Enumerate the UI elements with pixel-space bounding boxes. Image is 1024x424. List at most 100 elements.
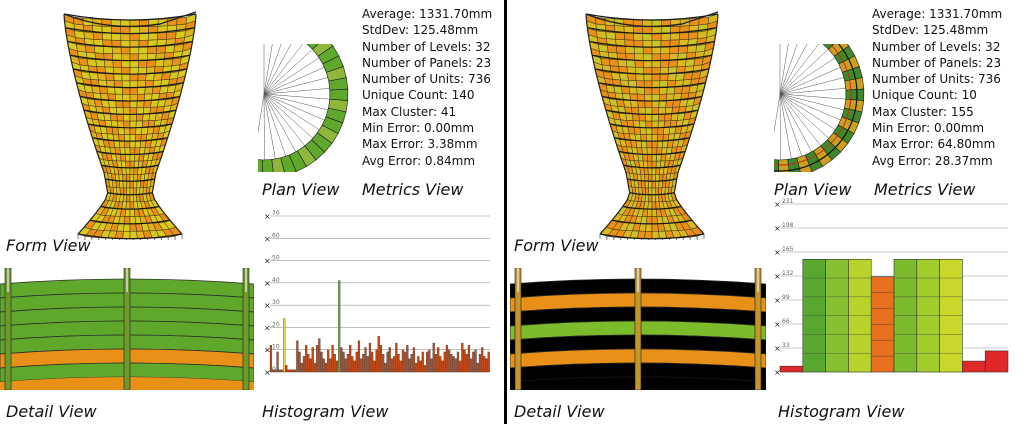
plan-view-label: Plan View bbox=[774, 180, 852, 199]
svg-text:0: 0 bbox=[272, 366, 276, 373]
metric-max-error: Max Error: 3.38mm bbox=[362, 137, 478, 152]
histogram-bar bbox=[274, 369, 277, 373]
tick-marker: × bbox=[774, 320, 781, 329]
histogram-bar bbox=[353, 360, 356, 373]
histogram-bar bbox=[463, 349, 466, 373]
histogram-chart: 70×60×50×40×30×20×10×0× bbox=[264, 210, 490, 377]
histogram-bar bbox=[404, 351, 407, 373]
metric-max-error: Max Error: 64.80mm bbox=[872, 137, 996, 152]
form-view-label: Form View bbox=[6, 236, 91, 255]
histogram-bar bbox=[962, 360, 986, 373]
histogram-bar bbox=[386, 351, 389, 373]
histogram-bar bbox=[430, 358, 433, 373]
histogram-bar bbox=[269, 345, 273, 373]
metric-average: Average: 1331.70mm bbox=[872, 7, 1003, 21]
histogram-bar bbox=[432, 342, 435, 373]
histogram-bar bbox=[377, 336, 380, 373]
svg-text:70: 70 bbox=[272, 210, 280, 217]
metrics-view-label: Metrics View bbox=[874, 180, 976, 199]
histogram-bar bbox=[373, 360, 376, 373]
histogram-bar bbox=[441, 360, 444, 373]
metric-stddev: StdDev: 125.48mm bbox=[872, 23, 989, 38]
histogram-chart: 231×198×165×132×99×66×33×0× bbox=[774, 198, 1009, 377]
histogram-bar bbox=[318, 338, 321, 373]
histogram-bar bbox=[272, 369, 275, 373]
histogram-bar bbox=[311, 347, 314, 373]
histogram-bar bbox=[443, 351, 446, 373]
tick-marker: × bbox=[264, 212, 271, 221]
histogram-bar bbox=[428, 349, 431, 373]
histogram-bar bbox=[283, 318, 286, 373]
histogram-bar bbox=[357, 340, 361, 373]
histogram-view-label: Histogram View bbox=[778, 402, 905, 421]
histogram-bar bbox=[355, 351, 358, 373]
detail-view-label: Detail View bbox=[6, 402, 97, 421]
metric-levels: Number of Levels: 32 bbox=[872, 39, 1001, 54]
histogram-bar bbox=[390, 358, 394, 373]
histogram-bar bbox=[779, 365, 804, 373]
detail-view-label: Detail View bbox=[514, 402, 605, 421]
histogram-bar bbox=[344, 358, 347, 373]
svg-text:132: 132 bbox=[782, 270, 794, 277]
histogram-bar bbox=[406, 345, 409, 373]
histogram-bar bbox=[300, 362, 303, 373]
metric-levels: Number of Levels: 32 bbox=[362, 39, 491, 54]
histogram-bar bbox=[329, 358, 332, 373]
histogram-bar bbox=[320, 351, 323, 373]
histogram-bar bbox=[296, 340, 299, 373]
histogram-bar bbox=[366, 356, 369, 373]
histogram-bar bbox=[470, 358, 473, 373]
panel-before-clustering: Form View Plan View Average: 1331.70mm S… bbox=[0, 0, 504, 424]
histogram-bar bbox=[327, 349, 330, 373]
histogram-bar bbox=[452, 356, 455, 373]
histogram-bar bbox=[335, 360, 339, 373]
histogram-bar bbox=[351, 356, 354, 373]
histogram-bar bbox=[465, 354, 468, 373]
metric-min-error: Min Error: 0.00mm bbox=[362, 121, 475, 136]
histogram-bar bbox=[324, 362, 328, 373]
histogram-bar bbox=[388, 347, 391, 373]
histogram-bar bbox=[459, 360, 462, 373]
histogram-bar bbox=[307, 354, 310, 373]
histogram-bar bbox=[421, 351, 424, 373]
histogram-bar bbox=[984, 350, 1009, 373]
svg-text:99: 99 bbox=[782, 294, 790, 301]
metrics-view-label: Metrics View bbox=[362, 180, 464, 199]
form-view-label: Form View bbox=[514, 236, 599, 255]
histogram-bar bbox=[302, 356, 306, 373]
histogram-bar bbox=[371, 351, 374, 373]
tick-marker: × bbox=[774, 200, 781, 209]
histogram-bar bbox=[384, 362, 387, 373]
histogram-bar bbox=[338, 280, 341, 373]
histogram-bar bbox=[417, 356, 420, 373]
form-view-canvas bbox=[585, 11, 719, 240]
histogram-bar bbox=[313, 362, 317, 373]
histogram-bar bbox=[419, 360, 422, 373]
histogram-bar bbox=[278, 369, 281, 373]
histogram-bar bbox=[342, 351, 345, 373]
histogram-bar bbox=[333, 354, 336, 373]
histogram-bar bbox=[423, 365, 427, 373]
histogram-bar bbox=[456, 351, 460, 373]
histogram-bar bbox=[360, 358, 363, 373]
metric-avg-error: Avg Error: 0.84mm bbox=[362, 153, 476, 168]
histogram-bar bbox=[476, 362, 479, 373]
tick-marker: × bbox=[774, 224, 781, 233]
histogram-bar bbox=[285, 365, 288, 373]
svg-text:50: 50 bbox=[272, 255, 280, 262]
histogram-bar bbox=[393, 356, 396, 373]
histogram-bar bbox=[364, 347, 367, 373]
tick-marker: × bbox=[264, 279, 271, 288]
histogram-bar bbox=[415, 362, 418, 373]
histogram-bar bbox=[399, 360, 402, 373]
histogram-view-label: Histogram View bbox=[262, 402, 389, 421]
tick-marker: × bbox=[264, 323, 271, 332]
histogram-bar bbox=[291, 369, 295, 373]
svg-text:198: 198 bbox=[782, 222, 794, 229]
detail-view-canvas bbox=[510, 268, 766, 390]
tick-marker: × bbox=[264, 257, 271, 266]
tick-marker: × bbox=[774, 248, 781, 257]
histogram-bar bbox=[410, 354, 413, 373]
tick-marker: × bbox=[774, 296, 781, 305]
detail-view-canvas bbox=[0, 268, 254, 390]
